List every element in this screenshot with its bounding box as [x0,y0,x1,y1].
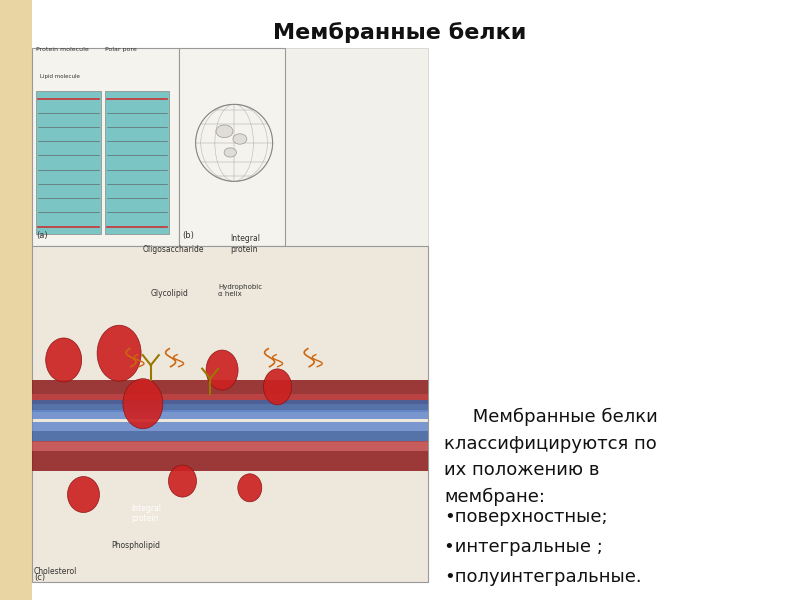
Ellipse shape [97,325,141,381]
Ellipse shape [169,465,197,497]
Text: Integral
protein: Integral protein [131,504,161,523]
Ellipse shape [263,369,291,405]
Text: Мембранные белки
классифицируются по
их положению в
мембране:: Мембранные белки классифицируются по их … [444,408,658,506]
Ellipse shape [224,148,237,157]
Text: •интегральные ;: •интегральные ; [444,538,603,556]
Ellipse shape [206,350,238,390]
Bar [32,380,428,400]
Text: (b): (b) [182,230,194,239]
Bar [105,91,169,234]
Bar [32,410,428,419]
Bar [0,0,32,600]
Bar [32,431,428,442]
Ellipse shape [216,125,233,137]
Text: Integral
protein: Integral protein [230,234,260,254]
Bar [32,245,428,582]
Text: Cholesterol: Cholesterol [34,567,78,576]
Text: Phospholipid: Phospholipid [111,541,160,550]
Bar [32,48,178,245]
Bar [178,48,286,245]
Text: Мембранные белки: Мембранные белки [274,23,526,43]
Text: Lipid molecule: Lipid molecule [40,74,80,79]
Text: Oligosaccharide: Oligosaccharide [143,245,204,254]
Ellipse shape [123,379,163,428]
Bar [36,91,101,234]
Bar [32,48,428,582]
Ellipse shape [67,476,99,512]
Text: •поверхностные;: •поверхностные; [444,508,608,526]
Text: (a): (a) [36,230,48,239]
Bar [32,394,428,404]
Ellipse shape [233,134,247,144]
Text: •полуинтегральные.: •полуинтегральные. [444,568,642,586]
Bar [32,422,428,431]
Text: (c): (c) [34,573,45,582]
Text: Protein molecule: Protein molecule [36,47,89,52]
Text: Hydrophobic
α helix: Hydrophobic α helix [218,284,262,297]
Ellipse shape [238,474,262,502]
Bar [32,451,428,471]
Ellipse shape [46,338,82,382]
Bar [32,400,428,412]
Text: Glycolipid: Glycolipid [151,289,189,298]
Bar [32,441,428,451]
Text: Polar pore: Polar pore [105,47,136,52]
